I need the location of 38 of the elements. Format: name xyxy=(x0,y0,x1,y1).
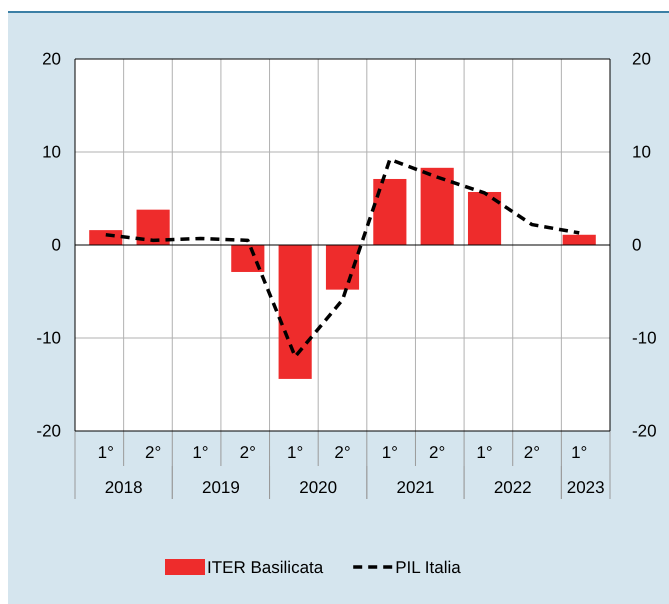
x-tick-label: 2° xyxy=(240,443,256,462)
bar xyxy=(420,168,454,245)
y2-tick-label: 10 xyxy=(632,142,651,162)
legend-label: PIL Italia xyxy=(395,558,462,577)
y2-tick-label: 20 xyxy=(632,49,651,68)
x-tick-label: 1° xyxy=(571,443,588,462)
y-tick-label: 20 xyxy=(42,49,61,68)
y2-tick-label: 0 xyxy=(632,235,642,254)
x-tick-label: 1° xyxy=(192,443,209,462)
x-tick-label: 2° xyxy=(524,443,540,462)
bar xyxy=(136,210,170,245)
bar xyxy=(326,245,360,290)
bar xyxy=(278,245,312,379)
bar xyxy=(373,178,406,245)
x-tick-label: 1° xyxy=(287,443,304,462)
y-tick-label: 0 xyxy=(52,235,61,254)
text: 2019 xyxy=(202,478,240,497)
text: 2018 xyxy=(104,478,143,497)
y2-tick-label: -20 xyxy=(632,421,657,440)
x-tick-label: 1° xyxy=(476,443,493,462)
bar xyxy=(89,230,122,245)
bar xyxy=(468,192,502,245)
x-tick-label: 2° xyxy=(334,443,351,462)
bar xyxy=(231,245,264,272)
text: 2021 xyxy=(396,478,434,497)
text: 2023 xyxy=(566,478,605,497)
x-tick-label: 1° xyxy=(98,443,114,462)
y2-tick-label: -10 xyxy=(632,328,657,348)
text: 2020 xyxy=(299,478,338,497)
x-tick-label: 1° xyxy=(382,443,398,462)
y-tick-label: 10 xyxy=(42,142,61,162)
x-tick-label: 2° xyxy=(144,443,162,462)
y-tick-label: -10 xyxy=(36,328,61,348)
bar xyxy=(562,234,596,245)
text: 2022 xyxy=(494,478,532,497)
x-tick-label: 2° xyxy=(429,443,446,462)
legend-label: ITER Basilicata xyxy=(207,558,324,577)
y-tick-label: -20 xyxy=(36,421,61,440)
